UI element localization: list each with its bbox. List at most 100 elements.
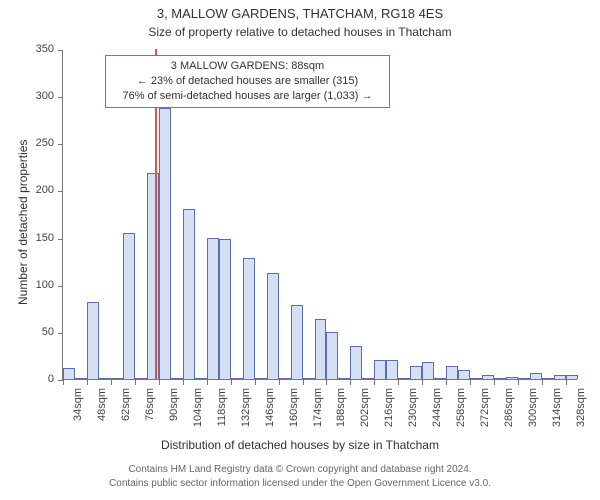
xtick-mark (303, 380, 304, 385)
ytick-label: 100 (24, 279, 54, 291)
footer-line2: Contains public sector information licen… (0, 478, 600, 489)
xtick-label: 230sqm (407, 388, 419, 432)
bar (75, 378, 87, 379)
xtick-mark (159, 380, 160, 385)
bar (111, 378, 123, 379)
bar (135, 378, 147, 379)
xtick-label: 76sqm (144, 388, 156, 432)
bar (554, 375, 566, 379)
bar (350, 346, 362, 379)
xtick-mark (398, 380, 399, 385)
bar (303, 378, 315, 379)
xtick-label: 216sqm (383, 388, 395, 432)
ytick-label: 300 (24, 90, 54, 102)
bar (374, 360, 386, 379)
x-axis-label: Distribution of detached houses by size … (0, 438, 600, 452)
xtick-label: 272sqm (479, 388, 491, 432)
bar (87, 302, 99, 379)
bar (434, 378, 446, 379)
annotation-line: ← 23% of detached houses are smaller (31… (112, 74, 383, 89)
xtick-mark (350, 380, 351, 385)
xtick-label: 48sqm (96, 388, 108, 432)
bar (171, 378, 183, 379)
xtick-mark (518, 380, 519, 385)
chart-container: 3, MALLOW GARDENS, THATCHAM, RG18 4ES Si… (0, 0, 600, 500)
bar (267, 273, 279, 379)
ytick-label: 350 (24, 43, 54, 55)
bar (494, 378, 506, 379)
bar (63, 368, 75, 379)
xtick-mark (279, 380, 280, 385)
ytick-mark (58, 333, 63, 334)
ytick-mark (58, 191, 63, 192)
bar (231, 378, 243, 379)
bar (398, 378, 410, 379)
bar (255, 378, 267, 379)
ytick-label: 50 (24, 326, 54, 338)
xtick-label: 146sqm (264, 388, 276, 432)
ytick-mark (58, 286, 63, 287)
ytick-mark (58, 97, 63, 98)
bar (422, 362, 434, 379)
xtick-label: 300sqm (527, 388, 539, 432)
annotation-line: 76% of semi-detached houses are larger (… (112, 89, 383, 104)
xtick-mark (111, 380, 112, 385)
xtick-label: 132sqm (240, 388, 252, 432)
chart-title: 3, MALLOW GARDENS, THATCHAM, RG18 4ES (0, 6, 600, 21)
xtick-label: 118sqm (216, 388, 228, 432)
bar (123, 233, 135, 379)
bar (195, 378, 207, 379)
chart-subtitle: Size of property relative to detached ho… (0, 25, 600, 39)
bar (326, 332, 338, 379)
xtick-mark (374, 380, 375, 385)
bar (530, 373, 542, 379)
xtick-label: 90sqm (168, 388, 180, 432)
xtick-mark (422, 380, 423, 385)
bar (338, 378, 350, 379)
ytick-mark (58, 144, 63, 145)
bar (566, 375, 578, 379)
xtick-mark (446, 380, 447, 385)
bar (243, 258, 255, 379)
xtick-mark (255, 380, 256, 385)
bar (207, 238, 219, 379)
bar (315, 319, 327, 379)
ytick-mark (58, 50, 63, 51)
annotation-box: 3 MALLOW GARDENS: 88sqm← 23% of detached… (105, 55, 390, 108)
bar (446, 366, 458, 379)
ytick-label: 0 (24, 373, 54, 385)
bar (279, 378, 291, 379)
xtick-label: 62sqm (120, 388, 132, 432)
xtick-label: 244sqm (431, 388, 443, 432)
xtick-label: 160sqm (288, 388, 300, 432)
bar (99, 378, 111, 379)
xtick-mark (470, 380, 471, 385)
xtick-label: 314sqm (551, 388, 563, 432)
ytick-mark (58, 239, 63, 240)
xtick-label: 188sqm (335, 388, 347, 432)
xtick-mark (542, 380, 543, 385)
xtick-mark (63, 380, 64, 385)
bar (470, 378, 482, 379)
xtick-label: 174sqm (312, 388, 324, 432)
bar (219, 239, 231, 379)
ytick-label: 150 (24, 232, 54, 244)
bar (542, 378, 554, 379)
bar (482, 375, 494, 379)
xtick-label: 258sqm (455, 388, 467, 432)
bar (506, 377, 518, 379)
xtick-label: 202sqm (359, 388, 371, 432)
xtick-mark (566, 380, 567, 385)
bar (518, 378, 530, 379)
ytick-label: 250 (24, 137, 54, 149)
xtick-mark (87, 380, 88, 385)
xtick-label: 328sqm (575, 388, 587, 432)
xtick-mark (494, 380, 495, 385)
bar (183, 209, 195, 379)
bar (458, 370, 470, 379)
bar (159, 108, 171, 379)
xtick-mark (326, 380, 327, 385)
xtick-mark (183, 380, 184, 385)
bar (386, 360, 398, 379)
xtick-label: 286sqm (503, 388, 515, 432)
